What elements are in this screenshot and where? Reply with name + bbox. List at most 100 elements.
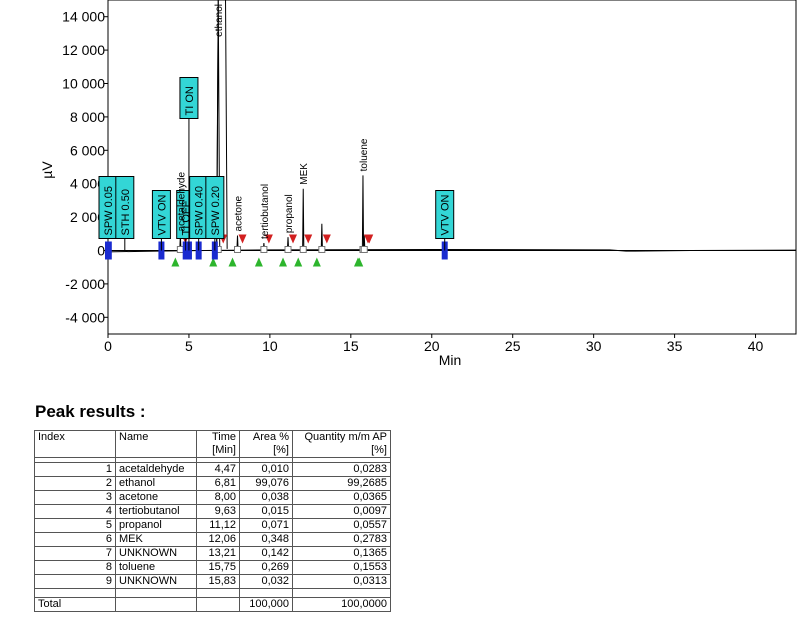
event-label: VTV ON [156,194,168,235]
y-tick-label: 4 000 [70,176,105,192]
peak-apex-marker [260,246,268,253]
peak-name-label: ethanol [214,4,225,37]
table-row: 8 toluene 15,75 0,269 0,1553 [34,560,391,575]
cell-time: 8,00 [196,490,240,505]
cell-area: 0,269 [239,560,293,575]
cell-index: 5 [34,518,116,533]
header-quantity: Quantity m/m AP [%] [292,430,391,458]
cell-area: 99,076 [239,476,293,491]
peak-name-label: tertiobutanol [260,184,271,239]
cell-area: 0,015 [239,504,293,519]
y-tick-label: -4 000 [65,309,105,325]
header-time-label: Time [211,431,236,443]
cell-index: 1 [34,462,116,477]
x-tick-label: 10 [262,338,278,354]
cell-area: 0,348 [239,532,293,547]
table-row: 1 acetaldehyde 4,47 0,010 0,0283 [34,462,391,477]
cell-quantity: 0,1553 [292,560,391,575]
peak-name-label: toluene [359,138,370,171]
total-label: Total [34,597,116,612]
table-spacer [34,457,391,463]
cell-index: 9 [34,574,116,589]
header-time-unit: [Min] [212,444,236,456]
x-tick-label: 0 [104,338,112,354]
peak-trace [320,223,323,250]
x-tick-label: 25 [505,338,521,354]
header-area-label: Area % [252,431,289,443]
header-time: Time [Min] [196,430,240,458]
cell-time: 15,75 [196,560,240,575]
y-tick-label: 0 [97,243,105,259]
total-area: 100,000 [239,597,293,612]
peak-apex-marker [284,246,292,253]
cell-index: 6 [34,532,116,547]
y-axis-label: µV [39,161,55,179]
event-label-box [151,190,171,239]
peak-start-marker [171,257,180,267]
x-axis-ticks: 0 5 10 15 20 25 30 35 40 [104,334,764,354]
peak-trace [363,235,366,250]
table-row: 3 acetone 8,00 0,038 0,0365 [34,490,391,505]
event-label: STH 0.50 [120,189,132,235]
event-marker [105,241,112,260]
cell-name: MEK [115,532,197,547]
table-row: 9 UNKNOWN 15,83 0,032 0,0313 [34,574,391,589]
table-row: 2 ethanol 6,81 99,076 99,2685 [34,476,391,491]
cell-time: 15,83 [196,574,240,589]
cell-index: 2 [34,476,116,491]
cell-name: propanol [115,518,197,533]
total-empty-name [115,597,197,612]
cell-area: 0,142 [239,546,293,561]
chromatogram-chart: 14 000 12 000 10 000 8 000 6 000 4 000 2 000 0 -… [39,0,797,368]
cell-area: 0,010 [239,462,293,477]
peak-results-title: Peak results : [35,402,146,421]
peak-end-marker [365,234,374,244]
y-tick-label: 14 000 [62,9,105,25]
peak-apex-marker [176,246,184,253]
y-tick-label: 8 000 [70,109,105,125]
y-axis-ticks: 14 000 12 000 10 000 8 000 6 000 4 000 2 000 0 -… [62,9,108,325]
x-tick-label: 35 [667,338,683,354]
peak-start-marker [355,257,364,267]
header-area-unit: [%] [273,444,289,456]
y-tick-label: 6 000 [70,142,105,158]
event-label: SPW 0.20 [210,186,222,236]
total-quantity: 100,0000 [292,597,391,612]
event-label-box [179,77,199,119]
x-tick-label: 20 [424,338,440,354]
peak-end-marker [304,234,313,244]
peak-start-marker [254,257,263,267]
cell-quantity: 0,1365 [292,546,391,561]
main-peak-trace [216,0,228,249]
cell-index: 8 [34,560,116,575]
cell-index: 3 [34,490,116,505]
x-tick-label: 30 [586,338,602,354]
header-name: Name [115,430,197,458]
peak-start-marker [228,257,237,267]
peak-apex-marker [360,246,368,253]
cell-time: 4,47 [196,462,240,477]
event-label: VTV ON [440,194,452,235]
peak-end-marker [289,234,298,244]
cell-area: 0,032 [239,574,293,589]
header-quantity-unit: [%] [371,444,387,456]
peak-start-marker [294,257,303,267]
peak-trace [236,235,239,250]
cell-area: 0,071 [239,518,293,533]
event-label-box [205,176,225,239]
baseline-trace [107,248,797,253]
peak-end-marker [238,234,247,244]
event-label-box [435,190,455,239]
cell-index: 7 [34,546,116,561]
x-tick-label: 40 [748,338,764,354]
peak-end-marker [322,234,331,244]
cell-time: 13,21 [196,546,240,561]
cell-quantity: 0,0313 [292,574,391,589]
chromatogram-trace [107,0,797,253]
cell-time: 6,81 [196,476,240,491]
table-gap-row [34,588,391,598]
peak-trace [286,237,290,250]
header-area: Area % [%] [239,430,293,458]
x-tick-label: 15 [343,338,359,354]
